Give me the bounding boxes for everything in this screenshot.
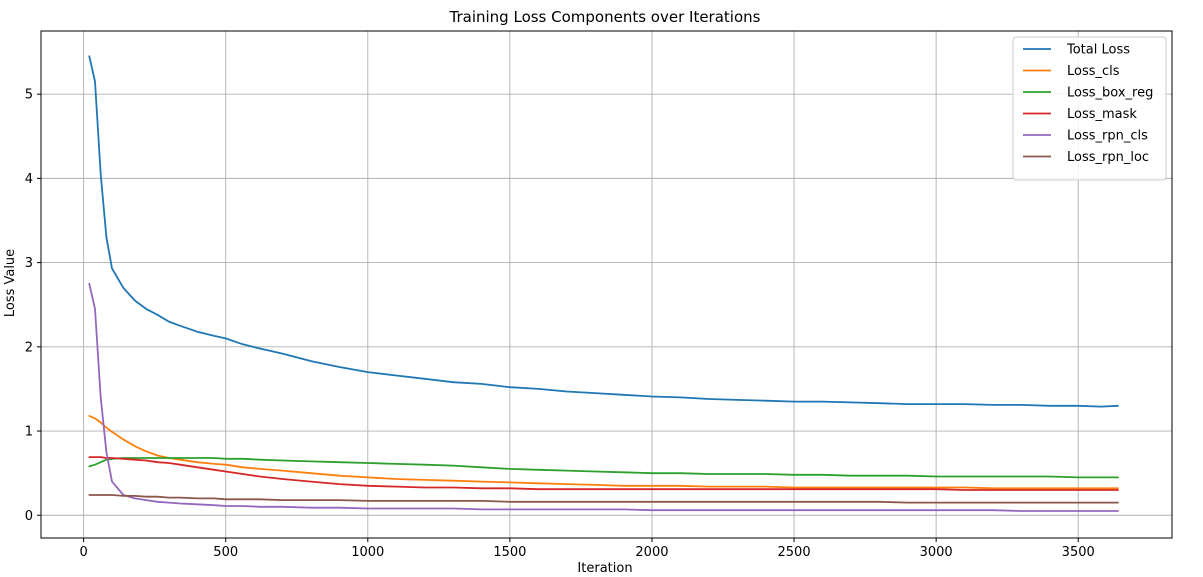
x-tick-label: 3000 bbox=[920, 545, 953, 560]
series-lines bbox=[88, 55, 1119, 512]
x-tick-label: 2000 bbox=[635, 545, 668, 560]
x-tick-label: 1000 bbox=[351, 545, 384, 560]
legend-label: Loss_mask bbox=[1067, 107, 1137, 122]
legend-label: Loss_rpn_cls bbox=[1067, 129, 1148, 144]
series-line-loss-mask bbox=[88, 456, 1119, 491]
x-tick-label: 1500 bbox=[493, 545, 526, 560]
legend-label: Loss_rpn_loc bbox=[1067, 150, 1149, 165]
y-tick-label: 3 bbox=[25, 256, 33, 271]
series-line-loss-rpn-cls bbox=[88, 282, 1119, 512]
y-tick-label: 2 bbox=[25, 340, 33, 355]
x-tick-label: 0 bbox=[79, 545, 87, 560]
y-tick-label: 1 bbox=[25, 425, 33, 440]
series-line-loss-cls bbox=[88, 414, 1119, 490]
x-tick-label: 500 bbox=[213, 545, 238, 560]
x-axis-label: Iteration bbox=[577, 561, 632, 573]
chart-title: Training Loss Components over Iterations bbox=[449, 8, 761, 26]
legend-label: Total Loss bbox=[1066, 43, 1130, 58]
y-tick-label: 4 bbox=[25, 172, 33, 187]
y-axis-label: Loss Value bbox=[3, 249, 18, 317]
legend-label: Loss_box_reg bbox=[1067, 86, 1153, 101]
series-line-loss-rpn-loc bbox=[88, 494, 1119, 504]
legend: Total Loss Loss_cls Loss_box_reg Loss_mask L… bbox=[1012, 36, 1167, 181]
y-tick-label: 5 bbox=[25, 88, 33, 103]
series-line-total-loss bbox=[88, 55, 1119, 408]
x-tick-label: 3500 bbox=[1062, 545, 1095, 560]
plot-frame bbox=[40, 30, 1173, 539]
axis-ticks: 0 500 1000 1500 2000 2500 3000 3500 0 1 2 3 4 5 bbox=[25, 88, 1095, 560]
series-line-loss-box-reg bbox=[88, 457, 1119, 479]
y-tick-label: 0 bbox=[25, 509, 33, 524]
grid bbox=[41, 31, 1172, 538]
legend-box bbox=[1012, 36, 1167, 181]
x-tick-label: 2500 bbox=[778, 545, 811, 560]
legend-label: Loss_cls bbox=[1067, 64, 1120, 79]
